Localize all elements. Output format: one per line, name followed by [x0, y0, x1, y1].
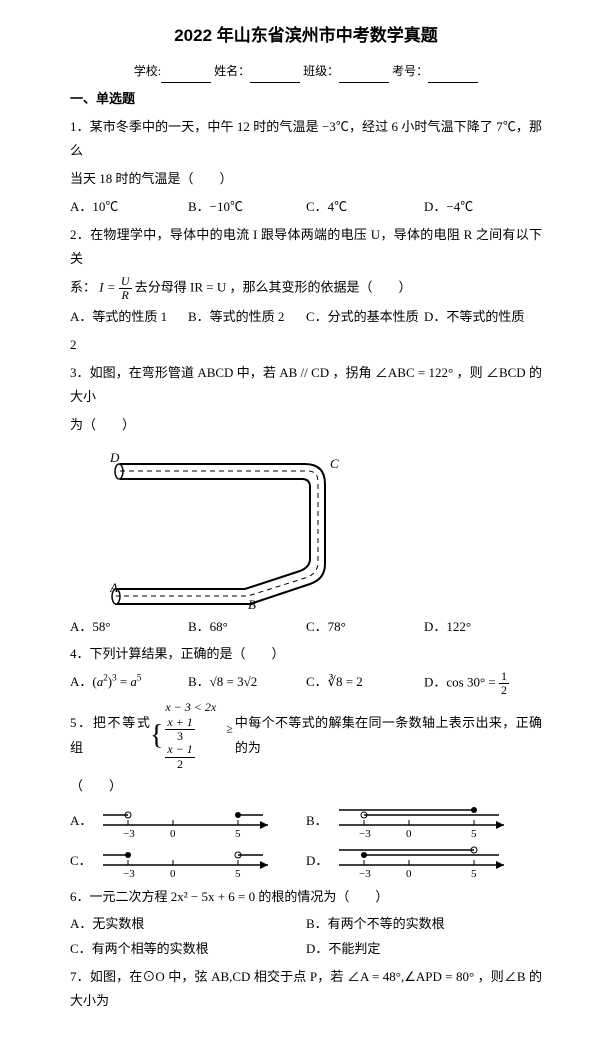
q4-opt-b: B．√8 = 3√2	[188, 670, 306, 697]
q1-opt-a: A．10℃	[70, 195, 188, 220]
numline-d: −3 0 5	[334, 845, 514, 879]
name-blank	[250, 69, 300, 83]
svg-text:0: 0	[406, 868, 412, 879]
numline-c: −3 0 5	[98, 845, 278, 879]
label-C: C	[330, 456, 339, 471]
q5-label-c: C．	[70, 849, 92, 874]
q3-opt-d: D．122°	[424, 615, 542, 640]
q5-fig-a: A． −3 0 5	[70, 805, 306, 839]
pipe-diagram: D C A B	[110, 444, 360, 609]
label-B: B	[248, 597, 256, 609]
q1-options: A．10℃ B．−10℃ C．4℃ D．−4℃	[70, 195, 542, 220]
q3-opt-b: B．68°	[188, 615, 306, 640]
label-D: D	[110, 450, 120, 465]
q5-label-b: B．	[306, 809, 328, 834]
q2-frac-den: R	[119, 289, 132, 302]
label-A: A	[110, 580, 118, 595]
q4-opt-d: D．cos 30° = 12	[424, 670, 542, 697]
q5-row1: A． −3 0 5 B． −3 0 5	[70, 805, 542, 839]
q2-opt-d2: 2	[70, 333, 542, 358]
q2-pre: 系：	[70, 280, 96, 295]
q5-eq1: x − 3 < 2x	[165, 700, 233, 716]
q6-opt-a: A．无实数根	[70, 912, 306, 937]
q2-frac-num: U	[119, 275, 132, 289]
q3-figure: D C A B	[110, 444, 542, 609]
q4-opt-a: A．(a2)3 = a5	[70, 670, 188, 697]
q2-opt-b: B．等式的性质 2	[188, 305, 306, 330]
q3-options: A．58° B．68° C．78° D．122°	[70, 615, 542, 640]
q3-line1: 3．如图，在弯形管道 ABCD 中，若 AB // CD ，拐角 ∠ABC = …	[70, 361, 542, 410]
numline-a: −3 0 5	[98, 805, 278, 839]
svg-text:−3: −3	[123, 868, 135, 879]
svg-text:−3: −3	[359, 828, 371, 839]
q2-opt-c: C．分式的基本性质	[306, 305, 424, 330]
q2-opt-a: A．等式的性质 1	[70, 305, 188, 330]
q5-row2: C． −3 0 5 D． −3 0 5	[70, 845, 542, 879]
id-blank	[428, 69, 478, 83]
q5-pre: 5．把不等式组	[70, 711, 150, 760]
svg-text:5: 5	[235, 828, 241, 839]
q2-line1: 2．在物理学中，导体中的电流 I 跟导体两端的电压 U，导体的电阻 R 之间有以…	[70, 223, 542, 272]
q2-line2: 系： I = U R 去分母得 IR = U ，那么其变形的依据是（ ）	[70, 275, 542, 302]
q2-frac: U R	[119, 275, 132, 302]
q4-text: 4．下列计算结果，正确的是（ ）	[70, 642, 542, 667]
q5-label-d: D．	[306, 849, 328, 874]
page-title: 2022 年山东省滨州市中考数学真题	[70, 20, 542, 52]
q3-line2: 为（ ）	[70, 413, 542, 438]
q2-opt-d: D．不等式的性质	[424, 305, 542, 330]
q1-opt-d: D．−4℃	[424, 195, 542, 220]
q2-options: A．等式的性质 1 B．等式的性质 2 C．分式的基本性质 D．不等式的性质	[70, 305, 542, 330]
q6-options: A．无实数根 B．有两个不等的实数根 C．有两个相等的实数根 D．不能判定	[70, 912, 542, 961]
svg-text:5: 5	[235, 868, 241, 879]
q1-opt-c: C．4℃	[306, 195, 424, 220]
numline-b: −3 0 5	[334, 805, 514, 839]
svg-text:0: 0	[406, 828, 412, 839]
school-label: 学校:	[134, 64, 161, 78]
q5-post: 中每个不等式的解集在同一条数轴上表示出来，正确的为	[235, 711, 542, 760]
class-blank	[339, 69, 389, 83]
id-label: 考号：	[392, 64, 428, 78]
q5-blank: （ ）	[70, 774, 542, 799]
class-label: 班级：	[303, 64, 339, 78]
section-header: 一、单选题	[70, 87, 542, 112]
q5-line: 5．把不等式组 { x − 3 < 2x x + 13 ≥ x − 12 中每个…	[70, 700, 542, 770]
q5-eq2: x + 13 ≥ x − 12	[165, 716, 233, 771]
q2-eq-I: I =	[99, 280, 115, 295]
q7-text: 7．如图，在⊙O 中，弦 AB,CD 相交于点 P，若 ∠A = 48°,∠AP…	[70, 965, 542, 1014]
q6-opt-b: B．有两个不等的实数根	[306, 912, 542, 937]
svg-text:5: 5	[471, 828, 477, 839]
q2-post: 去分母得 IR = U ，那么其变形的依据是（ ）	[135, 280, 412, 295]
q3-opt-a: A．58°	[70, 615, 188, 640]
info-row: 学校: 姓名： 班级： 考号：	[70, 60, 542, 83]
svg-text:5: 5	[471, 868, 477, 879]
q1-line1: 1．某市冬季中的一天，中午 12 时的气温是 −3℃，经过 6 小时气温下降了 …	[70, 115, 542, 164]
q4-options: A．(a2)3 = a5 B．√8 = 3√2 C．∛8 = 2 D．cos 3…	[70, 670, 542, 697]
q1-line2: 当天 18 时的气温是（ ）	[70, 167, 542, 192]
q5-fig-c: C． −3 0 5	[70, 845, 306, 879]
q6-opt-c: C．有两个相等的实数根	[70, 937, 306, 962]
name-label: 姓名：	[214, 64, 250, 78]
q5-fig-d: D． −3 0 5	[306, 845, 542, 879]
q6-text: 6．一元二次方程 2x² − 5x + 6 = 0 的根的情况为（ ）	[70, 885, 542, 910]
q1-opt-b: B．−10℃	[188, 195, 306, 220]
q4-opt-c: C．∛8 = 2	[306, 670, 424, 697]
q5-label-a: A．	[70, 809, 92, 834]
svg-text:0: 0	[170, 868, 176, 879]
svg-text:−3: −3	[359, 868, 371, 879]
svg-text:−3: −3	[123, 828, 135, 839]
q6-opt-d: D．不能判定	[306, 937, 542, 962]
q5-fig-b: B． −3 0 5	[306, 805, 542, 839]
q3-opt-c: C．78°	[306, 615, 424, 640]
school-blank	[161, 69, 211, 83]
svg-text:0: 0	[170, 828, 176, 839]
